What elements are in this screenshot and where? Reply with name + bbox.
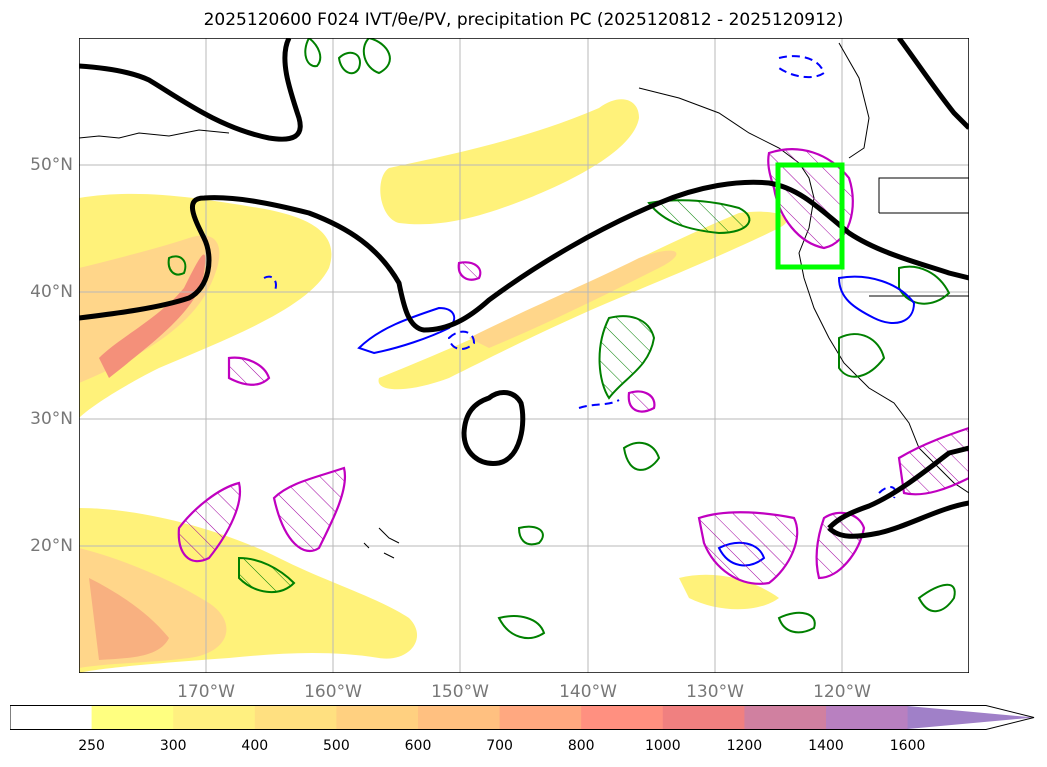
map-frame (79, 38, 969, 673)
lon-label-170w: 170°W (177, 682, 235, 702)
magenta-contours (177, 148, 969, 585)
lon-label-160w: 160°W (304, 682, 362, 702)
colorbar-segment (418, 706, 501, 729)
colorbar-tick-label: 300 (159, 738, 187, 754)
coastlines (79, 42, 969, 559)
lon-label-140w: 140°W (559, 682, 617, 702)
ivt-shading (79, 99, 787, 673)
colorbar-extend-arrow (907, 706, 1034, 729)
colorbar-tick-label: 800 (567, 738, 595, 754)
colorbar-segment (336, 706, 419, 729)
lat-label-20n: 20°N (30, 536, 73, 556)
lat-label-50n: 50°N (30, 155, 73, 175)
lon-label-120w: 120°W (813, 682, 871, 702)
colorbar-tick-label: 600 (404, 738, 432, 754)
black-contours (79, 38, 969, 539)
highlight-box (775, 162, 845, 270)
colorbar (10, 705, 1035, 730)
colorbar-tick-label: 400 (241, 738, 269, 754)
colorbar-tick-label: 700 (486, 738, 513, 754)
lon-label-150w: 150°W (431, 682, 489, 702)
colorbar-tick-label: 1400 (808, 738, 844, 754)
lon-label-130w: 130°W (686, 682, 744, 702)
colorbar-segment (173, 706, 256, 729)
colorbar-segment (499, 706, 582, 729)
colorbar-segment (662, 706, 745, 729)
green-contours (167, 38, 956, 639)
colorbar-tick-label: 1000 (644, 738, 681, 754)
colorbar-tick-label: 500 (323, 738, 350, 754)
lat-label-30n: 30°N (30, 409, 73, 429)
chart-title: 2025120600 F024 IVT/θe/PV, precipitation… (203, 10, 844, 30)
colorbar-segment (744, 706, 827, 729)
colorbar-segment (10, 706, 93, 729)
lat-label-40n: 40°N (30, 282, 73, 302)
colorbar-segment (581, 706, 664, 729)
colorbar-tick-label: 1200 (726, 738, 763, 754)
colorbar-segment (91, 706, 174, 729)
colorbar-tick-label: 1600 (889, 738, 926, 754)
colorbar-segment (254, 706, 337, 729)
colorbar-segment (826, 706, 909, 729)
colorbar-tick-label: 250 (78, 738, 105, 754)
